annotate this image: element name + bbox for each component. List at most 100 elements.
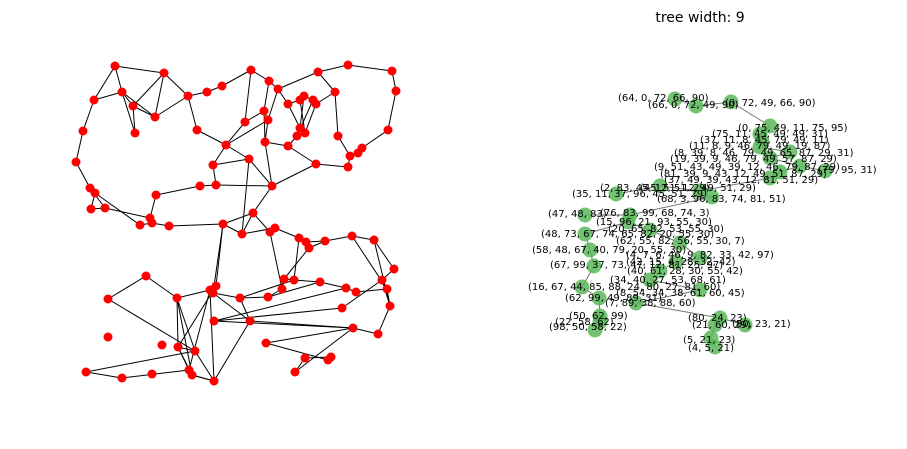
- tree-bag-node: [668, 254, 684, 270]
- tree-bag-node: [737, 317, 753, 333]
- graph-edge: [194, 350, 215, 382]
- tree-bag-node: [642, 222, 658, 238]
- graph-node: [311, 159, 321, 169]
- graph-node: [326, 352, 336, 362]
- graph-node: [173, 342, 183, 352]
- graph-edge: [387, 90, 397, 131]
- graph-edge: [373, 239, 395, 270]
- graph-node: [240, 117, 250, 127]
- graph-node: [147, 218, 157, 228]
- tree-bag-label: (79, 95, 31): [818, 165, 877, 176]
- graph-node: [248, 208, 258, 218]
- graph-edge: [239, 296, 269, 299]
- graph-node: [190, 346, 200, 356]
- tree-title: tree width: 9: [655, 10, 744, 26]
- graph-edge: [176, 297, 196, 352]
- graph-edge: [334, 91, 339, 137]
- tree-bag-node: [762, 170, 778, 186]
- graph-edge: [241, 158, 250, 235]
- graph-node: [147, 369, 157, 379]
- graph-node: [345, 151, 355, 161]
- graph-node: [71, 157, 81, 167]
- tree-bag-label: (68, 3, 96, 83, 74, 81, 51): [657, 194, 786, 205]
- tree-bag-label: (64, 0, 72, 66, 90): [618, 93, 709, 104]
- tree-bag-label: (37, 49, 39, 43, 12, 81, 51, 29): [664, 175, 818, 186]
- graph-edge: [225, 121, 246, 146]
- graph-node: [333, 131, 343, 141]
- graph-node: [78, 126, 88, 136]
- graph-edge: [361, 129, 389, 149]
- tree-bag-label: (11, 8, 9, 46, 79, 49, 19, 87): [689, 141, 830, 152]
- graph-node: [343, 162, 353, 172]
- graph-edge: [188, 289, 211, 371]
- graph-node: [128, 101, 138, 111]
- tree-bag-label: (47, 48, 83): [548, 209, 607, 220]
- tree-bag-label: (4, 5, 21): [688, 343, 734, 354]
- graph-node: [330, 87, 340, 97]
- graph-edge: [163, 72, 189, 97]
- graph-edge: [355, 288, 388, 293]
- tree-bag-label: (0, 75, 49, 11, 75, 95): [738, 123, 848, 134]
- graph-node: [264, 76, 274, 86]
- graph-node: [283, 99, 293, 109]
- tree-bag-label: (8, 54, 34, 38, 61, 60, 45): [616, 288, 745, 299]
- tree-bag-node: [587, 322, 603, 338]
- tree-bag-label: (34, 40, 27, 53, 68, 61): [610, 275, 726, 286]
- graph-node: [357, 143, 367, 153]
- graph-edge: [121, 91, 156, 118]
- graph-edge: [85, 350, 196, 373]
- tree-bag-node: [652, 263, 668, 279]
- graph-node: [267, 181, 277, 191]
- tree-bag-labels: (64, 0, 72, 66, 90)(66, 0, 72, 49, 90)(0…: [528, 93, 877, 354]
- graph-edge: [225, 119, 269, 146]
- graph-edge: [324, 235, 353, 242]
- graph-edge: [267, 281, 321, 298]
- graph-edge: [249, 320, 354, 329]
- graph-edge: [212, 292, 241, 299]
- graph-node: [164, 221, 174, 231]
- graph-node: [313, 67, 323, 77]
- tree-bag-node: [762, 118, 778, 134]
- tree-bag-label: (75, 11, 45, 49, 49, 31): [712, 129, 828, 140]
- graph-node: [300, 353, 310, 363]
- graph-edge: [145, 275, 178, 299]
- graph-node: [273, 84, 283, 94]
- graph-edge: [121, 91, 136, 134]
- graph-node: [237, 229, 247, 239]
- graph-edge: [248, 158, 273, 187]
- tree-bag-node: [692, 250, 708, 266]
- graph-edge: [293, 237, 300, 281]
- graph-node: [382, 284, 392, 294]
- graph-node: [259, 106, 269, 116]
- graph-edge: [215, 184, 273, 187]
- graph-node: [299, 91, 309, 101]
- tree-bag-label: (48, 73, 67, 74, 65, 82, 20, 55, 30): [541, 229, 714, 240]
- graph-edge: [93, 91, 123, 101]
- graph-edge: [212, 292, 251, 322]
- graph-node: [211, 281, 221, 291]
- graph-node: [263, 292, 273, 302]
- graph-edge: [114, 65, 165, 74]
- graph-node: [208, 160, 218, 170]
- tree-bag-node: [628, 295, 644, 311]
- graph-edge: [177, 285, 217, 348]
- graph-edge: [377, 305, 391, 335]
- tree-bag-node: [707, 317, 723, 333]
- tree-bag-label: (4, 7, 6, 46, 9, 82, 33, 42, 97): [626, 250, 774, 261]
- graph-nodes: [71, 60, 401, 386]
- tree-bag-label: (62, 99, 49, 89, 31): [565, 293, 662, 304]
- graph-node: [373, 329, 383, 339]
- tree-bag-label: (40, 61, 28, 30, 55, 42): [627, 266, 743, 277]
- tree-bag-label: (19, 39, 9, 46, 79, 49, 57, 87, 29): [670, 154, 837, 165]
- graph-edge: [154, 95, 189, 118]
- tree-bag-node: [672, 235, 688, 251]
- graph-node: [151, 190, 161, 200]
- graph-node: [211, 180, 221, 190]
- tree-bag-node: [620, 214, 636, 230]
- tree-bag-label: (15, 96, 21, 93, 55, 30): [596, 217, 712, 228]
- graph-edge: [75, 130, 84, 163]
- tree-bag-label: (9, 51, 43, 49, 39, 12, 46, 79, 87, 29): [654, 162, 840, 173]
- graph-edge: [94, 192, 141, 226]
- tree-bag-label: (7, 89, 38, 88, 60): [605, 298, 696, 309]
- graph-edge: [244, 69, 252, 123]
